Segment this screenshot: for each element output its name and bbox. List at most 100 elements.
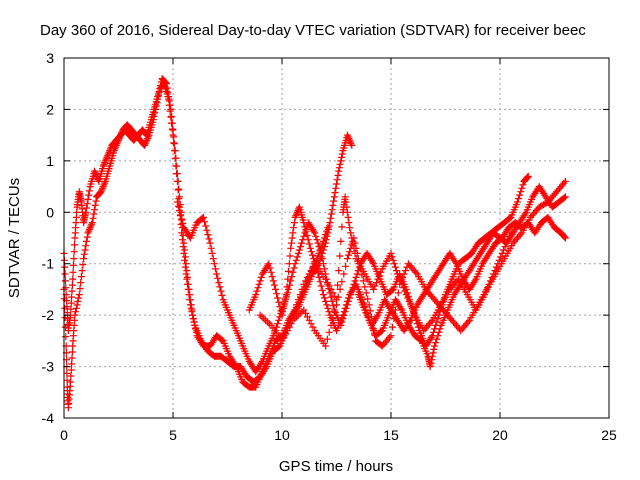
data-point-marker — [289, 229, 297, 237]
data-point-marker — [190, 318, 198, 326]
data-point-marker — [115, 136, 122, 144]
data-point-marker — [388, 253, 396, 261]
data-point-marker — [521, 210, 529, 218]
data-point-marker — [288, 234, 296, 242]
data-point-marker — [338, 278, 346, 286]
data-point-marker — [82, 208, 90, 216]
data-point-marker — [500, 246, 508, 254]
data-point-marker — [345, 251, 352, 259]
data-point-marker — [309, 251, 316, 259]
data-point-marker — [117, 131, 125, 139]
data-point-marker — [83, 237, 90, 245]
data-point-marker — [291, 306, 299, 314]
data-point-marker — [265, 260, 273, 268]
data-point-marker — [104, 150, 112, 158]
data-point-marker — [201, 218, 209, 226]
data-point-marker — [303, 231, 311, 239]
data-point-marker — [191, 321, 199, 329]
data-point-marker — [519, 181, 527, 189]
data-point-marker — [181, 246, 189, 254]
data-point-marker — [63, 369, 71, 377]
data-point-marker — [272, 285, 279, 293]
data-point-marker — [524, 172, 532, 180]
data-point-marker — [289, 268, 297, 276]
data-point-marker — [341, 193, 349, 201]
data-layer — [60, 75, 569, 412]
data-point-marker — [318, 286, 326, 294]
data-point-marker — [334, 281, 342, 289]
data-point-marker — [167, 113, 175, 121]
data-point-marker — [311, 229, 319, 237]
data-point-marker — [218, 291, 226, 299]
data-point-marker — [282, 294, 290, 302]
data-point-marker — [174, 186, 182, 194]
y-tick-label: -4 — [42, 410, 55, 426]
data-point-marker — [369, 258, 376, 266]
data-point-marker — [431, 342, 439, 350]
data-point-marker — [333, 180, 340, 188]
data-point-marker — [429, 349, 437, 357]
data-point-marker — [171, 147, 179, 155]
data-point-marker — [285, 260, 293, 268]
data-point-marker — [69, 261, 77, 269]
data-point-marker — [267, 268, 275, 276]
data-point-marker — [319, 260, 327, 268]
data-point-marker — [333, 296, 340, 304]
data-point-marker — [181, 263, 189, 271]
data-point-marker — [162, 79, 170, 87]
data-point-marker — [85, 225, 93, 233]
series-trace-d — [245, 183, 569, 371]
data-point-marker — [189, 311, 197, 319]
data-point-marker — [63, 376, 71, 384]
data-point-marker — [180, 249, 188, 257]
data-point-marker — [258, 313, 266, 321]
data-point-marker — [346, 248, 354, 256]
data-point-marker — [387, 332, 395, 340]
data-point-marker — [292, 256, 300, 264]
data-point-marker — [105, 148, 113, 156]
data-point-marker — [321, 294, 328, 302]
x-tick-label: 10 — [274, 427, 290, 443]
data-point-marker — [342, 262, 350, 270]
axes-layer: 0 5 10 15 20 25 -4 -3 -2 -1 0 1 2 3 — [42, 50, 617, 443]
data-point-marker — [181, 253, 189, 261]
data-point-marker — [436, 325, 444, 333]
data-point-marker — [498, 249, 506, 257]
data-point-marker — [334, 171, 342, 179]
data-point-marker — [151, 109, 159, 117]
data-point-marker — [393, 297, 401, 305]
data-point-marker — [345, 135, 353, 143]
data-point-marker — [275, 298, 283, 306]
data-point-marker — [167, 105, 175, 113]
data-point-marker — [302, 227, 310, 235]
data-point-marker — [432, 339, 440, 347]
data-point-marker — [91, 169, 99, 177]
data-point-marker — [404, 294, 412, 302]
data-point-marker — [327, 321, 335, 329]
data-point-marker — [289, 311, 297, 319]
data-point-marker — [392, 267, 400, 275]
data-point-marker — [516, 231, 524, 239]
data-point-marker — [168, 125, 176, 133]
data-point-marker — [281, 297, 289, 305]
data-point-marker — [268, 273, 276, 281]
data-point-marker — [328, 297, 336, 305]
data-point-marker — [91, 206, 98, 214]
chart-title: Day 360 of 2016, Sidereal Day-to-day VTE… — [40, 22, 586, 39]
data-point-marker — [98, 186, 106, 194]
data-point-marker — [72, 304, 80, 312]
data-point-marker — [143, 136, 151, 144]
x-axis-title: GPS time / hours — [279, 458, 393, 475]
data-point-marker — [336, 160, 344, 168]
data-point-marker — [274, 294, 282, 302]
data-point-marker — [561, 233, 569, 241]
data-point-marker — [283, 289, 291, 297]
data-point-marker — [71, 241, 78, 249]
data-point-marker — [371, 282, 379, 290]
data-point-marker — [490, 270, 497, 278]
data-point-marker — [367, 313, 375, 321]
series-trace-e — [354, 213, 569, 335]
data-point-marker — [256, 311, 264, 319]
data-point-marker — [325, 328, 333, 336]
data-point-marker — [287, 244, 295, 252]
